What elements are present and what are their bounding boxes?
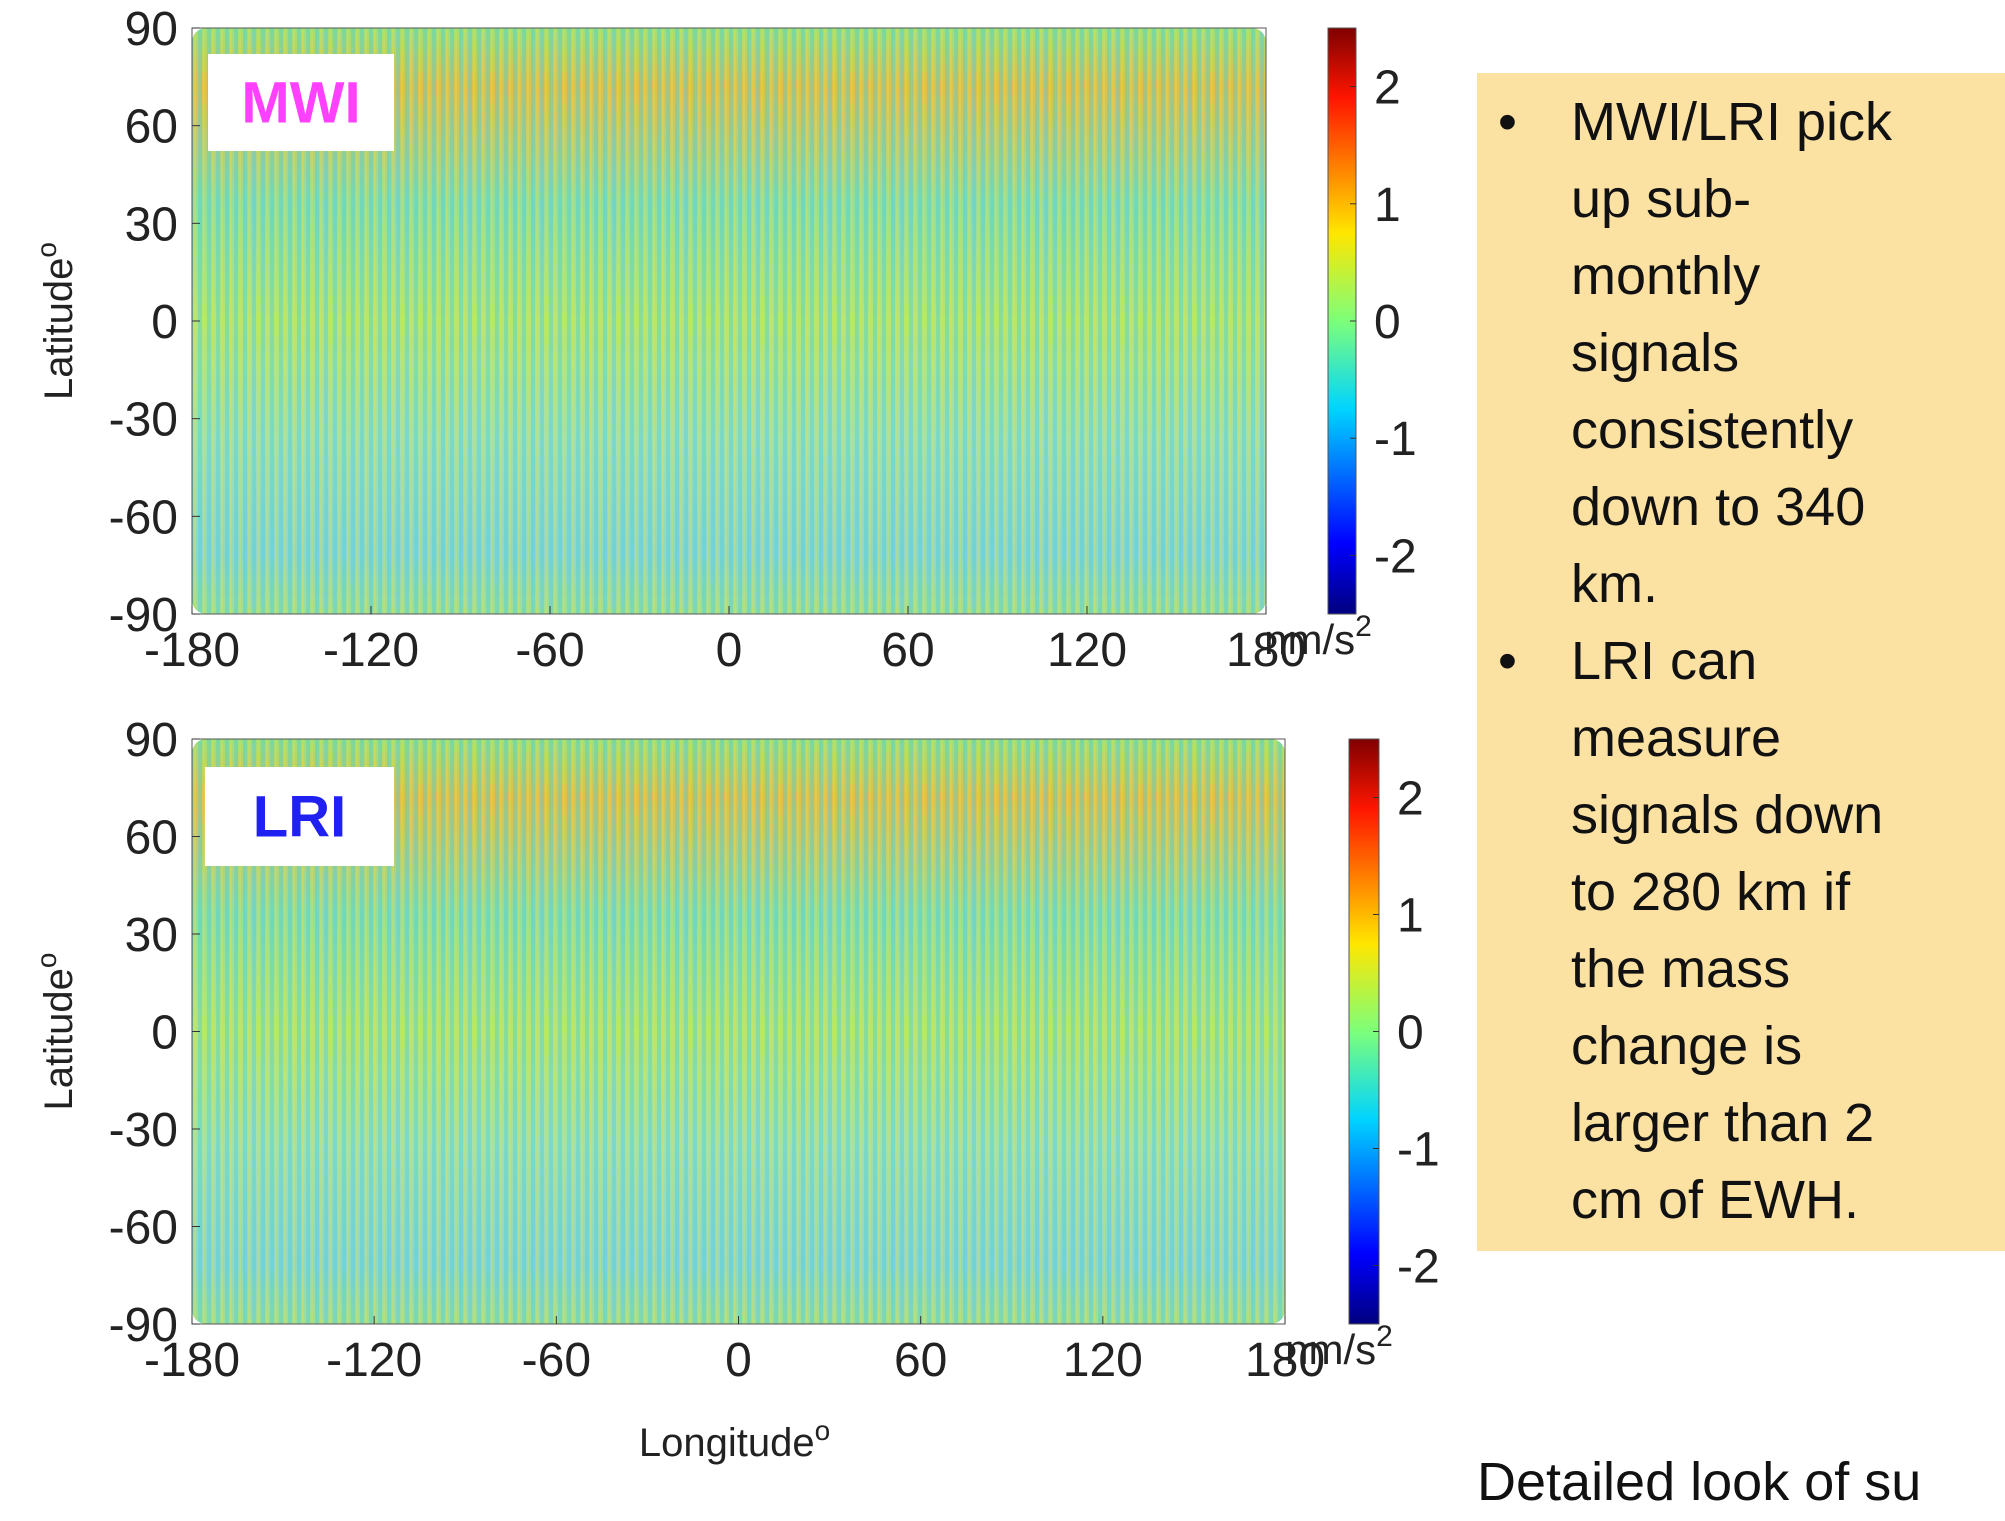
- map-texture: [192, 739, 1285, 1324]
- x-tick-label: -60: [515, 624, 584, 677]
- x-tick-label: 180: [1245, 1334, 1325, 1387]
- x-tick-label: 180: [1226, 624, 1306, 677]
- bullet-text: cm of EWH.: [1571, 1170, 1859, 1230]
- x-tick-label: -180: [144, 1334, 240, 1387]
- colorbar-tick-label: 2: [1397, 773, 1424, 826]
- x-tick-label: -120: [326, 1334, 422, 1387]
- x-tick-label: 60: [894, 1334, 947, 1387]
- y-axis-label: Latitudeo: [31, 953, 81, 1111]
- y-tick-label: 60: [125, 812, 178, 865]
- bullet-text: larger than 2: [1571, 1093, 1874, 1153]
- y-tick-label: 30: [125, 198, 178, 251]
- colorbar-tick-label: -1: [1374, 413, 1417, 466]
- y-axis-label: Latitudeo: [31, 242, 81, 400]
- colorbar-tick-label: 0: [1397, 1007, 1424, 1060]
- footer-text: Detailed look of su: [1477, 1452, 1921, 1512]
- y-tick-label: 30: [125, 909, 178, 962]
- bullet-text: MWI/LRI pick: [1571, 92, 1893, 152]
- y-tick-label: 0: [151, 1007, 178, 1060]
- y-axis-label-sup: o: [31, 242, 62, 258]
- y-tick-label: 0: [151, 296, 178, 349]
- y-tick-label: 90: [125, 714, 178, 767]
- x-axis-label-sup: o: [815, 1415, 831, 1446]
- bullet-text: the mass: [1571, 939, 1790, 999]
- panel-label: MWI: [241, 71, 360, 136]
- y-axis-label-sup: o: [31, 953, 62, 969]
- bullet-text: LRI can: [1571, 631, 1757, 691]
- x-axis-label: Longitudeo: [639, 1415, 830, 1465]
- bullet-text: monthly: [1571, 246, 1760, 306]
- bullet-text: signals: [1571, 323, 1739, 383]
- x-axis-label-text: Longitude: [639, 1421, 815, 1465]
- colorbar-tick-label: 0: [1374, 296, 1401, 349]
- y-tick-label: -90: [109, 1299, 178, 1352]
- colorbar-tick-label: 1: [1374, 179, 1401, 232]
- colorbar-unit: nm/s2: [1264, 610, 1372, 663]
- x-tick-label: 60: [881, 624, 934, 677]
- colorbar-unit-text: nm/s: [1264, 616, 1355, 663]
- y-tick-label: -60: [109, 491, 178, 544]
- colorbar-unit-sup: 2: [1376, 1320, 1393, 1353]
- y-tick-label: -30: [109, 1104, 178, 1157]
- bullet-text: change is: [1571, 1016, 1802, 1076]
- bullet-text: measure: [1571, 708, 1781, 768]
- x-tick-label: -60: [522, 1334, 591, 1387]
- bullet-mark: •: [1498, 92, 1517, 152]
- colorbar-unit-sup: 2: [1355, 610, 1372, 643]
- x-tick-label: 120: [1063, 1334, 1143, 1387]
- bullet-text: signals down: [1571, 785, 1883, 845]
- bullet-text: down to 340: [1571, 477, 1865, 537]
- bullet-mark: •: [1498, 631, 1517, 691]
- colorbar-unit: nm/s2: [1285, 1320, 1393, 1373]
- y-axis-label-text: Latitude: [37, 968, 81, 1110]
- colorbar-tick-label: -1: [1397, 1124, 1440, 1177]
- panel-label-box: [205, 767, 394, 866]
- y-tick-label: -90: [109, 589, 178, 642]
- x-tick-label: 0: [716, 624, 743, 677]
- colorbar-tick-label: -2: [1374, 530, 1417, 583]
- panel-label-box: [208, 54, 394, 151]
- bullet-text: km.: [1571, 554, 1658, 614]
- colorbar-unit-text: nm/s: [1285, 1326, 1376, 1373]
- bullet-text: consistently: [1571, 400, 1853, 460]
- panel-label: LRI: [253, 785, 346, 850]
- x-tick-label: 0: [725, 1334, 752, 1387]
- notes-box: [1477, 73, 2005, 1251]
- y-tick-label: 90: [125, 3, 178, 56]
- map-texture: [192, 28, 1266, 614]
- colorbar-tick-label: 1: [1397, 890, 1424, 943]
- y-tick-label: -60: [109, 1202, 178, 1255]
- x-tick-label: -180: [144, 624, 240, 677]
- y-tick-label: 60: [125, 101, 178, 154]
- bullet-text: to 280 km if: [1571, 862, 1851, 922]
- y-tick-label: -30: [109, 394, 178, 447]
- y-axis-label-text: Latitude: [37, 258, 81, 400]
- colorbar-tick-label: -2: [1397, 1241, 1440, 1294]
- bullet-text: up sub-: [1571, 169, 1751, 229]
- x-tick-label: 120: [1047, 624, 1127, 677]
- x-tick-label: -120: [323, 624, 419, 677]
- colorbar-tick-label: 2: [1374, 62, 1401, 115]
